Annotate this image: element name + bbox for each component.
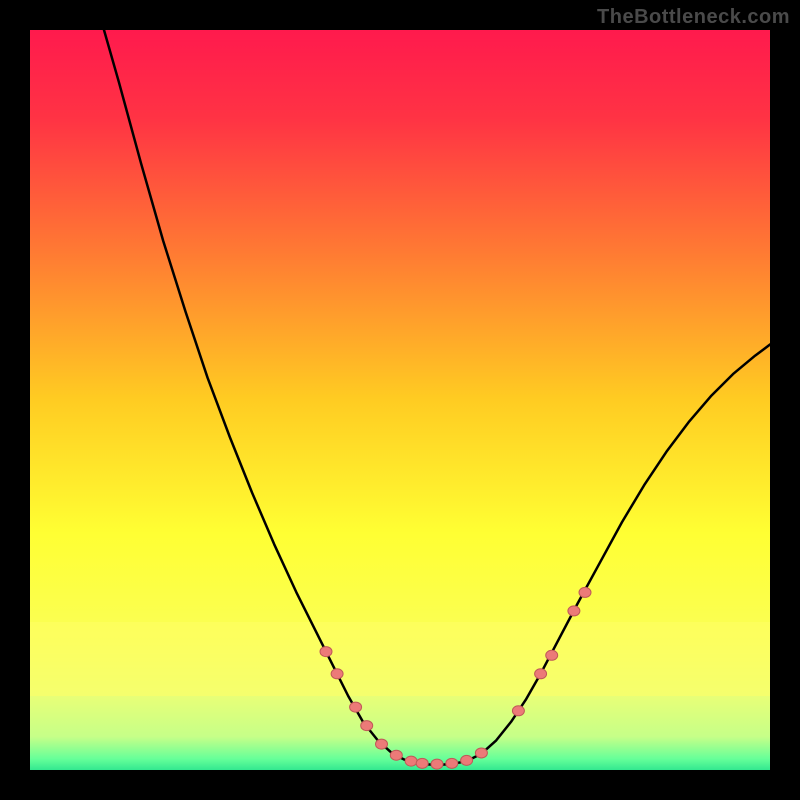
data-marker [416,758,428,768]
data-marker [568,606,580,616]
data-marker [431,759,443,769]
highlight-band [30,622,770,696]
data-marker [512,706,524,716]
data-marker [376,739,388,749]
data-marker [331,669,343,679]
chart-frame: TheBottleneck.com [0,0,800,800]
data-marker [579,587,591,597]
data-marker [390,750,402,760]
data-marker [535,669,547,679]
watermark-text: TheBottleneck.com [597,6,790,29]
data-marker [546,650,558,660]
data-marker [475,748,487,758]
data-marker [405,756,417,766]
data-marker [320,647,332,657]
data-marker [361,721,373,731]
data-marker [446,758,458,768]
data-marker [461,755,473,765]
data-marker [350,702,362,712]
bottleneck-chart [30,30,770,770]
plot-area [30,30,770,770]
